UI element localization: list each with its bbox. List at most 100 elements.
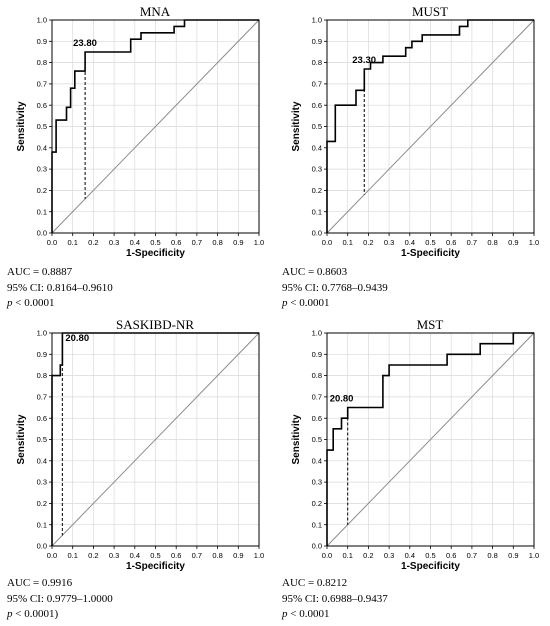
y-tick-label: 0.3	[312, 165, 322, 174]
x-tick-label: 0.8	[212, 551, 222, 560]
y-tick-label: 0.4	[37, 456, 47, 465]
y-tick-label: 0.6	[37, 101, 47, 110]
roc-chart-mna: MNA 0.0 0.1 0.2 0.3 0.4 0.5 0.6 0.7 0.8 0.9 1.0 0.0 0…	[16, 4, 264, 259]
x-tick-label: 0.5	[425, 238, 435, 247]
x-tick-label: 0.0	[47, 238, 57, 247]
y-tick-label: 0.7	[37, 393, 47, 402]
y-tick-label: 0.1	[312, 520, 322, 529]
y-tick-label: 1.0	[312, 16, 322, 25]
x-tick-label: 0.3	[109, 238, 119, 247]
y-tick-label: 0.3	[37, 478, 47, 487]
y-tick-label: 0.2	[37, 499, 47, 508]
y-tick-label: 0.1	[37, 207, 47, 216]
x-tick-label: 0.4	[130, 238, 140, 247]
x-tick-label: 0.4	[405, 551, 415, 560]
auc-text: AUC = 0.8887	[7, 266, 73, 278]
roc-chart-must: MUST 0.0 0.1 0.2 0.3 0.4 0.5 0.6 0.7 0.8 0.9 1.0 0.0…	[291, 4, 539, 259]
y-tick-label: 0.0	[37, 542, 47, 551]
x-tick-label: 0.2	[88, 238, 98, 247]
x-tick-label: 0.9	[508, 551, 518, 560]
y-tick-label: 0.5	[312, 435, 322, 444]
cutoff-label: 23.30	[352, 55, 376, 66]
y-axis-label: Sensitivity	[16, 101, 27, 151]
y-tick-label: 0.5	[37, 122, 47, 131]
x-tick-label: 0.0	[47, 551, 57, 560]
chart-title: MST	[417, 317, 444, 332]
x-tick-label: 0.3	[384, 551, 394, 560]
y-tick-label: 0.9	[312, 350, 322, 359]
reference-diagonal	[51, 19, 260, 234]
stats-mst: AUC = 0.8212 95% CI: 0.6988–0.9437 p < 0…	[282, 576, 388, 623]
y-tick-label: 0.7	[312, 80, 322, 89]
x-tick-label: 0.7	[192, 238, 202, 247]
x-tick-label: 0.8	[487, 238, 497, 247]
x-axis-label: 1-Specificity	[401, 248, 460, 259]
x-axis-label: 1-Specificity	[401, 561, 460, 572]
stats-must: AUC = 0.8603 95% CI: 0.7768–0.9439 p < 0…	[282, 265, 388, 312]
x-tick-label: 0.4	[405, 238, 415, 247]
roc-chart-saskibd-nr: SASKIBD-NR 0.0 0.1 0.2 0.3 0.4 0.5 0.6 0.7 0.8 0.9…	[16, 317, 264, 572]
ci-text: 95% CI: 0.6988–0.9437	[282, 592, 388, 605]
cutoff-label: 23.80	[73, 38, 97, 49]
x-tick-label: 0.1	[67, 238, 77, 247]
x-tick-label: 0.2	[363, 551, 373, 560]
roc-chart-mst: MST 0.0 0.1 0.2 0.3 0.4 0.5 0.6 0.7 0.8 0.9 1.0 0.0 0…	[291, 317, 539, 572]
x-tick-label: 0.5	[425, 551, 435, 560]
roc-curve	[51, 19, 259, 233]
roc-curve	[326, 332, 534, 546]
x-tick-label: 0.5	[150, 551, 160, 560]
roc-panel-saskibd-nr: SASKIBD-NR 0.0 0.1 0.2 0.3 0.4 0.5 0.6 0.7 0.8 0.9…	[0, 313, 275, 626]
cutoff-label: 20.80	[65, 333, 89, 344]
y-tick-label: 0.0	[312, 542, 322, 551]
x-tick-label: 1.0	[529, 238, 539, 247]
x-tick-label: 0.1	[342, 551, 352, 560]
p-text: p < 0.0001)	[7, 608, 59, 620]
y-tick-label: 0.3	[312, 478, 322, 487]
y-tick-label: 0.7	[37, 80, 47, 89]
y-tick-label: 0.1	[312, 207, 322, 216]
ci-text: 95% CI: 0.8164–0.9610	[7, 281, 113, 294]
p-text: p < 0.0001	[282, 297, 330, 309]
y-tick-label: 0.2	[312, 499, 322, 508]
ci-text: 95% CI: 0.9779–1.0000	[7, 592, 113, 605]
roc-curve	[51, 332, 259, 546]
chart-title: SASKIBD-NR	[116, 317, 194, 332]
x-tick-label: 0.3	[109, 551, 119, 560]
x-tick-label: 0.2	[363, 238, 373, 247]
y-axis-label: Sensitivity	[291, 414, 302, 464]
y-tick-label: 1.0	[37, 16, 47, 25]
y-tick-label: 0.0	[37, 229, 47, 238]
y-tick-label: 0.5	[37, 435, 47, 444]
x-tick-label: 0.2	[88, 551, 98, 560]
x-tick-label: 0.8	[487, 551, 497, 560]
y-tick-label: 0.4	[37, 143, 47, 152]
y-axis-label: Sensitivity	[291, 101, 302, 151]
x-tick-label: 0.9	[508, 238, 518, 247]
x-tick-label: 0.6	[171, 551, 181, 560]
y-tick-label: 0.3	[37, 165, 47, 174]
x-tick-label: 1.0	[254, 238, 264, 247]
y-axis-label: Sensitivity	[16, 414, 27, 464]
auc-text: AUC = 0.8603	[282, 266, 348, 278]
y-tick-label: 0.8	[312, 58, 322, 67]
y-tick-label: 0.8	[37, 371, 47, 380]
p-text: p < 0.0001	[7, 297, 55, 309]
stats-mna: AUC = 0.8887 95% CI: 0.8164–0.9610 p < 0…	[7, 265, 113, 312]
x-tick-label: 1.0	[529, 551, 539, 560]
y-tick-label: 0.9	[37, 37, 47, 46]
ci-text: 95% CI: 0.7768–0.9439	[282, 281, 388, 294]
y-tick-label: 0.6	[37, 414, 47, 423]
y-tick-label: 0.4	[312, 456, 322, 465]
x-tick-label: 0.6	[446, 238, 456, 247]
y-tick-label: 0.6	[312, 414, 322, 423]
roc-panel-must: MUST 0.0 0.1 0.2 0.3 0.4 0.5 0.6 0.7 0.8 0.9 1.0 0.0…	[275, 0, 550, 313]
x-axis-label: 1-Specificity	[126, 561, 185, 572]
x-tick-label: 0.7	[192, 551, 202, 560]
x-tick-label: 0.9	[233, 238, 243, 247]
roc-curve	[326, 19, 534, 233]
x-tick-label: 0.6	[446, 551, 456, 560]
y-tick-label: 0.2	[312, 186, 322, 195]
auc-text: AUC = 0.8212	[282, 577, 348, 589]
x-tick-label: 0.4	[130, 551, 140, 560]
x-tick-label: 0.7	[467, 551, 477, 560]
